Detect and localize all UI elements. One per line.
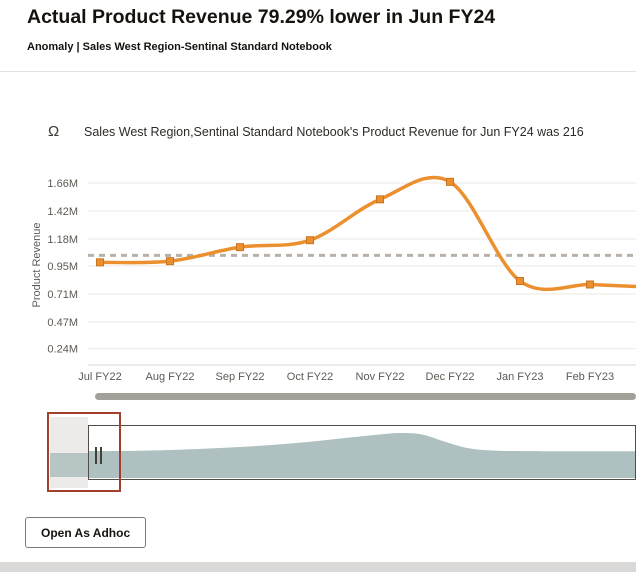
navigator-band bbox=[89, 454, 635, 478]
svg-text:Product Revenue: Product Revenue bbox=[31, 223, 43, 308]
navigator-left-top bbox=[50, 417, 88, 453]
navigator-area-chart bbox=[89, 432, 635, 454]
insight-text: Sales West Region,Sentinal Standard Note… bbox=[84, 125, 584, 139]
svg-text:1.66M: 1.66M bbox=[47, 178, 78, 190]
navigator-left-block bbox=[50, 417, 88, 488]
svg-text:0.47M: 0.47M bbox=[47, 317, 78, 329]
navigator-left-band bbox=[50, 453, 88, 477]
svg-text:1.18M: 1.18M bbox=[47, 234, 78, 246]
svg-text:Nov FY22: Nov FY22 bbox=[356, 371, 405, 383]
svg-text:Aug FY22: Aug FY22 bbox=[146, 371, 195, 383]
navigator-drag-handle[interactable] bbox=[95, 447, 104, 464]
open-as-adhoc-button[interactable]: Open As Adhoc bbox=[25, 517, 147, 548]
svg-text:1.42M: 1.42M bbox=[47, 206, 78, 218]
svg-text:Dec FY22: Dec FY22 bbox=[426, 371, 475, 383]
svg-text:Sep FY22: Sep FY22 bbox=[216, 371, 265, 383]
insight-row: Ω Sales West Region,Sentinal Standard No… bbox=[48, 123, 636, 141]
product-revenue-line-chart[interactable]: 1.66M 1.42M 1.18M 0.95M 0.71M 0.47M 0.24M Jul F… bbox=[0, 158, 636, 394]
navigator-window[interactable] bbox=[88, 425, 636, 480]
svg-text:Jul FY22: Jul FY22 bbox=[78, 371, 121, 383]
chart-horizontal-scrollbar[interactable] bbox=[95, 393, 636, 400]
page-subtitle: Anomaly | Sales West Region-Sentinal Sta… bbox=[27, 41, 332, 53]
insight-icon: Ω bbox=[48, 123, 60, 140]
header-divider bbox=[0, 71, 636, 72]
svg-text:Feb FY23: Feb FY23 bbox=[566, 371, 614, 383]
svg-text:Oct FY22: Oct FY22 bbox=[287, 371, 333, 383]
window-bottom-strip bbox=[0, 562, 636, 572]
page-title: Actual Product Revenue 79.29% lower in J… bbox=[27, 6, 496, 28]
navigator-left-bottom bbox=[50, 477, 88, 488]
svg-text:Jan FY23: Jan FY23 bbox=[496, 371, 543, 383]
svg-text:0.71M: 0.71M bbox=[47, 289, 78, 301]
svg-text:0.24M: 0.24M bbox=[47, 344, 78, 356]
svg-text:0.95M: 0.95M bbox=[47, 261, 78, 273]
